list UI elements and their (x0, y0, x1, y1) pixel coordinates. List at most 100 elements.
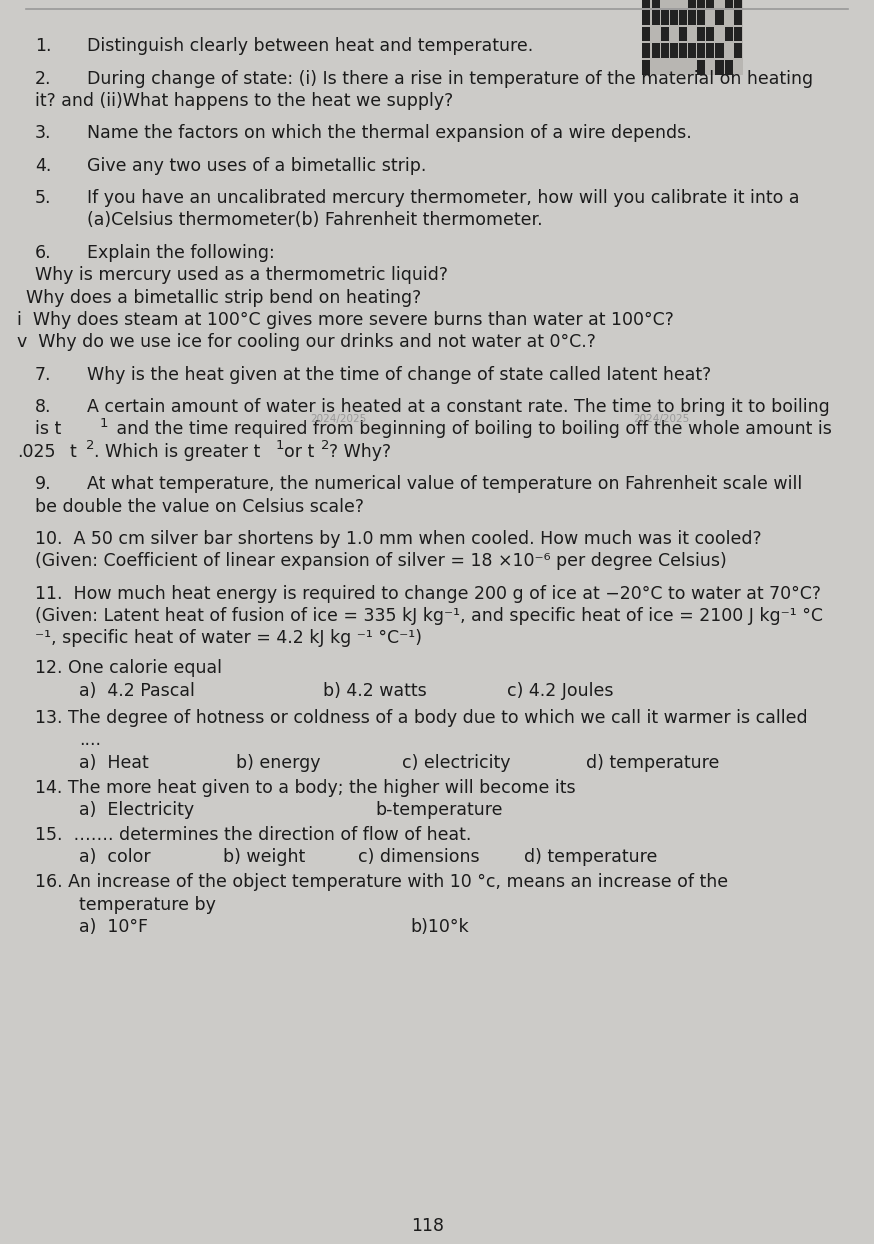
Bar (688, 10, 696, 25)
Text: t: t (70, 443, 77, 460)
Text: 10.  A 50 cm silver bar shortens by 1.0 mm when cooled. How much was it cooled?: 10. A 50 cm silver bar shortens by 1.0 m… (35, 530, 761, 547)
Text: c) 4.2 Joules: c) 4.2 Joules (507, 682, 614, 699)
Text: 1.: 1. (35, 37, 52, 55)
Text: d) temperature: d) temperature (524, 848, 658, 866)
Bar (706, 27, 714, 41)
Text: it? and (ii)What happens to the heat we supply?: it? and (ii)What happens to the heat we … (35, 92, 454, 109)
Text: c) electricity: c) electricity (402, 754, 510, 771)
Bar (697, 60, 705, 75)
Bar (651, 0, 660, 9)
Bar (734, 44, 742, 58)
Text: be double the value on Celsius scale?: be double the value on Celsius scale? (35, 498, 364, 515)
Text: (Given: Coefficient of linear expansion of silver = 18 ×10⁻⁶ per degree Celsius): (Given: Coefficient of linear expansion … (35, 552, 726, 570)
Text: 16. An increase of the object temperature with 10 °c, means an increase of the: 16. An increase of the object temperatur… (35, 873, 728, 891)
Text: Give any two uses of a bimetallic strip.: Give any two uses of a bimetallic strip. (87, 157, 427, 174)
Text: 2024/2025: 2024/2025 (310, 414, 366, 424)
Bar (642, 0, 743, 75)
Text: Why is the heat given at the time of change of state called latent heat?: Why is the heat given at the time of cha… (87, 366, 711, 383)
Bar (697, 44, 705, 58)
Bar (661, 10, 669, 25)
Text: 118: 118 (411, 1217, 444, 1234)
Text: Why does a bimetallic strip bend on heating?: Why does a bimetallic strip bend on heat… (26, 289, 421, 306)
Text: 2024/2025: 2024/2025 (634, 414, 690, 424)
Bar (688, 44, 696, 58)
Text: 2: 2 (321, 439, 329, 452)
Bar (661, 27, 669, 41)
Text: . Which is greater t: . Which is greater t (94, 443, 260, 460)
Text: b) energy: b) energy (236, 754, 321, 771)
Text: Why is mercury used as a thermometric liquid?: Why is mercury used as a thermometric li… (35, 266, 448, 284)
Text: a)  Heat: a) Heat (79, 754, 149, 771)
Text: 5.: 5. (35, 189, 52, 207)
Bar (679, 27, 687, 41)
Bar (661, 44, 669, 58)
Text: (Given: Latent heat of fusion of ice = 335 kJ kg⁻¹, and specific heat of ice = 2: (Given: Latent heat of fusion of ice = 3… (35, 607, 823, 624)
Text: Name the factors on which the thermal expansion of a wire depends.: Name the factors on which the thermal ex… (87, 124, 692, 142)
Text: c) dimensions: c) dimensions (358, 848, 480, 866)
Text: ? Why?: ? Why? (329, 443, 392, 460)
Text: v  Why do we use ice for cooling our drinks and not water at 0°C.?: v Why do we use ice for cooling our drin… (17, 333, 596, 351)
Text: If you have an uncalibrated mercury thermometer, how will you calibrate it into : If you have an uncalibrated mercury ther… (87, 189, 800, 207)
Text: ⁻¹, specific heat of water = 4.2 kJ kg ⁻¹ °C⁻¹): ⁻¹, specific heat of water = 4.2 kJ kg ⁻… (35, 629, 422, 647)
Bar (734, 10, 742, 25)
Bar (669, 10, 678, 25)
Bar (688, 0, 696, 9)
Bar (642, 60, 650, 75)
Text: 8.: 8. (35, 398, 52, 415)
Bar (697, 27, 705, 41)
Text: 13. The degree of hotness or coldness of a body due to which we call it warmer i: 13. The degree of hotness or coldness of… (35, 709, 808, 726)
Text: 2.: 2. (35, 70, 52, 87)
Text: a)  10°F: a) 10°F (79, 918, 148, 935)
Text: Explain the following:: Explain the following: (87, 244, 275, 261)
Text: 2: 2 (86, 439, 94, 452)
Text: Distinguish clearly between heat and temperature.: Distinguish clearly between heat and tem… (87, 37, 534, 55)
Text: ....: .... (79, 731, 101, 749)
Bar (706, 44, 714, 58)
Bar (679, 10, 687, 25)
Bar (642, 10, 650, 25)
Bar (697, 10, 705, 25)
Text: and the time required from beginning of boiling to boiling off the whole amount : and the time required from beginning of … (111, 420, 832, 438)
Bar (642, 27, 650, 41)
Bar (725, 27, 732, 41)
Text: 14. The more heat given to a body; the higher will become its: 14. The more heat given to a body; the h… (35, 779, 576, 796)
Text: i  Why does steam at 100°C gives more severe burns than water at 100°C?: i Why does steam at 100°C gives more sev… (17, 311, 675, 328)
Text: b)10°k: b)10°k (411, 918, 469, 935)
Text: A certain amount of water is heated at a constant rate. The time to bring it to : A certain amount of water is heated at a… (87, 398, 830, 415)
Bar (716, 10, 724, 25)
Text: a)  color: a) color (79, 848, 150, 866)
Bar (642, 44, 650, 58)
Bar (651, 10, 660, 25)
Text: a)  Electricity: a) Electricity (79, 801, 194, 819)
Text: 6.: 6. (35, 244, 52, 261)
Bar (716, 60, 724, 75)
Bar (651, 44, 660, 58)
Bar (669, 44, 678, 58)
Text: b-temperature: b-temperature (376, 801, 503, 819)
Text: or t: or t (284, 443, 315, 460)
Text: 7.: 7. (35, 366, 52, 383)
Bar (679, 44, 687, 58)
Text: (a)Celsius thermometer(b) Fahrenheit thermometer.: (a)Celsius thermometer(b) Fahrenheit the… (87, 211, 543, 229)
Bar (734, 0, 742, 9)
Text: is t: is t (35, 420, 61, 438)
Text: 15.  ……. determines the direction of flow of heat.: 15. ……. determines the direction of flow… (35, 826, 471, 843)
Bar (697, 0, 705, 9)
Text: 3.: 3. (35, 124, 52, 142)
Text: 11.  How much heat energy is required to change 200 g of ice at −20°C to water a: 11. How much heat energy is required to … (35, 585, 821, 602)
Text: At what temperature, the numerical value of temperature on Fahrenheit scale will: At what temperature, the numerical value… (87, 475, 802, 493)
Bar (716, 44, 724, 58)
Text: 4.: 4. (35, 157, 52, 174)
Text: b) 4.2 watts: b) 4.2 watts (323, 682, 427, 699)
Text: 12. One calorie equal: 12. One calorie equal (35, 659, 222, 677)
Text: b) weight: b) weight (223, 848, 305, 866)
Text: a)  4.2 Pascal: a) 4.2 Pascal (79, 682, 195, 699)
Text: 9.: 9. (35, 475, 52, 493)
Bar (642, 0, 650, 9)
Text: 1: 1 (275, 439, 284, 452)
Text: 1: 1 (100, 417, 108, 429)
Text: temperature by: temperature by (79, 896, 216, 913)
Bar (725, 0, 732, 9)
Bar (734, 27, 742, 41)
Text: d) temperature: d) temperature (586, 754, 719, 771)
